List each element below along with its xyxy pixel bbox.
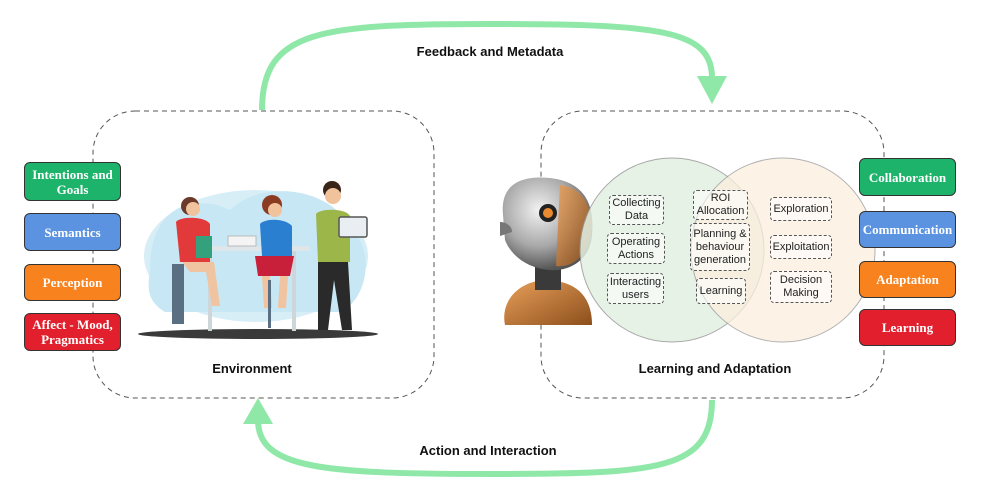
venn-box-collecting-data: Collecting Data [609,195,664,225]
venn-box-interacting-users: Interacting users [607,273,664,304]
venn-box-decision-making: Decision Making [770,271,832,303]
output-collaboration: Collaboration [859,158,956,196]
input-intentions-and-goals: Intentions and Goals [24,162,121,201]
environment-frame [92,110,435,399]
venn-box-learning: Learning [696,278,746,304]
output-communication: Communication [859,211,956,248]
action-arrowhead [243,398,273,424]
feedback-arrowhead [697,76,727,104]
action-and-interaction-label: Action and Interaction [419,443,557,458]
output-learning: Learning [859,309,956,346]
feedback-arrow [259,20,715,111]
learning-and-adaptation-label: Learning and Adaptation [638,361,792,376]
venn-box-roi-allocation: ROI Allocation [693,190,748,220]
feedback-and-metadata-label: Feedback and Metadata [416,44,564,59]
input-semantics: Semantics [24,213,121,251]
output-adaptation: Adaptation [859,261,956,298]
environment-label: Environment [212,361,292,376]
input-perception: Perception [24,264,121,301]
venn-box-exploration: Exploration [770,197,832,221]
input-affect-mood-pragmatics: Affect - Mood, Pragmatics [24,313,121,351]
robot-illustration [500,177,593,325]
venn-box-operating-actions: Operating Actions [607,233,665,264]
office-scene-illustration [138,181,378,339]
venn-box-planning-behaviour-generation: Planning & behaviour generation [690,223,750,271]
venn-box-exploitation: Exploitation [770,235,832,259]
action-arrow [255,399,715,478]
